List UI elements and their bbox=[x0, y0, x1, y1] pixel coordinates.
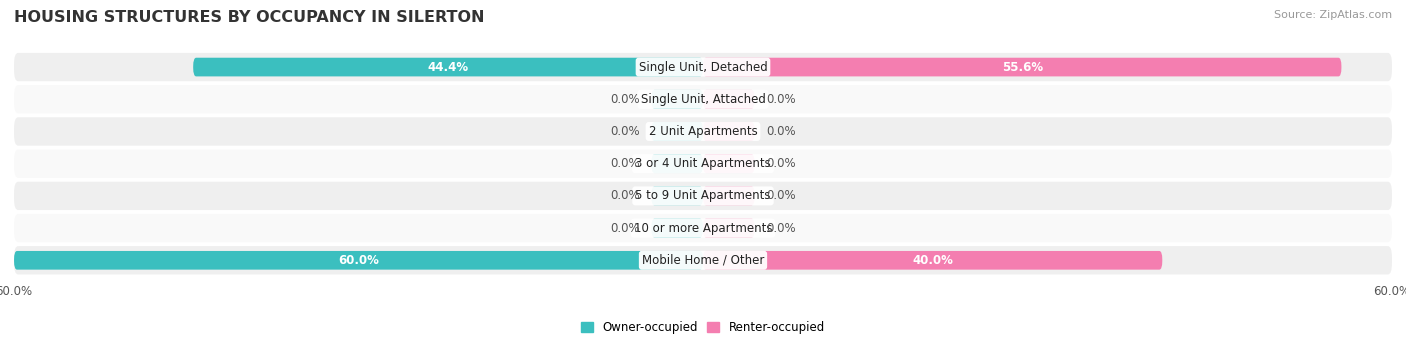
FancyBboxPatch shape bbox=[651, 122, 703, 141]
Text: 5 to 9 Unit Apartments: 5 to 9 Unit Apartments bbox=[636, 189, 770, 203]
Text: 0.0%: 0.0% bbox=[766, 157, 796, 170]
FancyBboxPatch shape bbox=[14, 149, 1392, 178]
FancyBboxPatch shape bbox=[703, 90, 755, 108]
FancyBboxPatch shape bbox=[14, 182, 1392, 210]
FancyBboxPatch shape bbox=[703, 219, 755, 237]
FancyBboxPatch shape bbox=[193, 58, 703, 76]
Text: 0.0%: 0.0% bbox=[610, 125, 640, 138]
FancyBboxPatch shape bbox=[703, 251, 1163, 270]
Text: 0.0%: 0.0% bbox=[766, 93, 796, 106]
Legend: Owner-occupied, Renter-occupied: Owner-occupied, Renter-occupied bbox=[576, 316, 830, 339]
Text: 10 or more Apartments: 10 or more Apartments bbox=[634, 222, 772, 235]
FancyBboxPatch shape bbox=[703, 154, 755, 173]
Text: 0.0%: 0.0% bbox=[766, 125, 796, 138]
Text: 60.0%: 60.0% bbox=[337, 254, 380, 267]
FancyBboxPatch shape bbox=[14, 85, 1392, 114]
Text: 2 Unit Apartments: 2 Unit Apartments bbox=[648, 125, 758, 138]
Text: 40.0%: 40.0% bbox=[912, 254, 953, 267]
FancyBboxPatch shape bbox=[14, 214, 1392, 242]
Text: 44.4%: 44.4% bbox=[427, 61, 468, 74]
FancyBboxPatch shape bbox=[651, 187, 703, 205]
Text: HOUSING STRUCTURES BY OCCUPANCY IN SILERTON: HOUSING STRUCTURES BY OCCUPANCY IN SILER… bbox=[14, 10, 485, 25]
FancyBboxPatch shape bbox=[703, 122, 755, 141]
FancyBboxPatch shape bbox=[703, 187, 755, 205]
Text: Single Unit, Detached: Single Unit, Detached bbox=[638, 61, 768, 74]
FancyBboxPatch shape bbox=[14, 117, 1392, 146]
FancyBboxPatch shape bbox=[651, 90, 703, 108]
FancyBboxPatch shape bbox=[14, 53, 1392, 81]
Text: 0.0%: 0.0% bbox=[610, 189, 640, 203]
FancyBboxPatch shape bbox=[14, 251, 703, 270]
FancyBboxPatch shape bbox=[651, 154, 703, 173]
FancyBboxPatch shape bbox=[651, 219, 703, 237]
Text: 0.0%: 0.0% bbox=[610, 93, 640, 106]
Text: 0.0%: 0.0% bbox=[610, 222, 640, 235]
Text: Source: ZipAtlas.com: Source: ZipAtlas.com bbox=[1274, 10, 1392, 20]
Text: 0.0%: 0.0% bbox=[766, 189, 796, 203]
Text: 3 or 4 Unit Apartments: 3 or 4 Unit Apartments bbox=[636, 157, 770, 170]
Text: 0.0%: 0.0% bbox=[766, 222, 796, 235]
FancyBboxPatch shape bbox=[14, 246, 1392, 275]
Text: 55.6%: 55.6% bbox=[1001, 61, 1043, 74]
Text: Single Unit, Attached: Single Unit, Attached bbox=[641, 93, 765, 106]
Text: Mobile Home / Other: Mobile Home / Other bbox=[641, 254, 765, 267]
Text: 0.0%: 0.0% bbox=[610, 157, 640, 170]
FancyBboxPatch shape bbox=[703, 58, 1341, 76]
